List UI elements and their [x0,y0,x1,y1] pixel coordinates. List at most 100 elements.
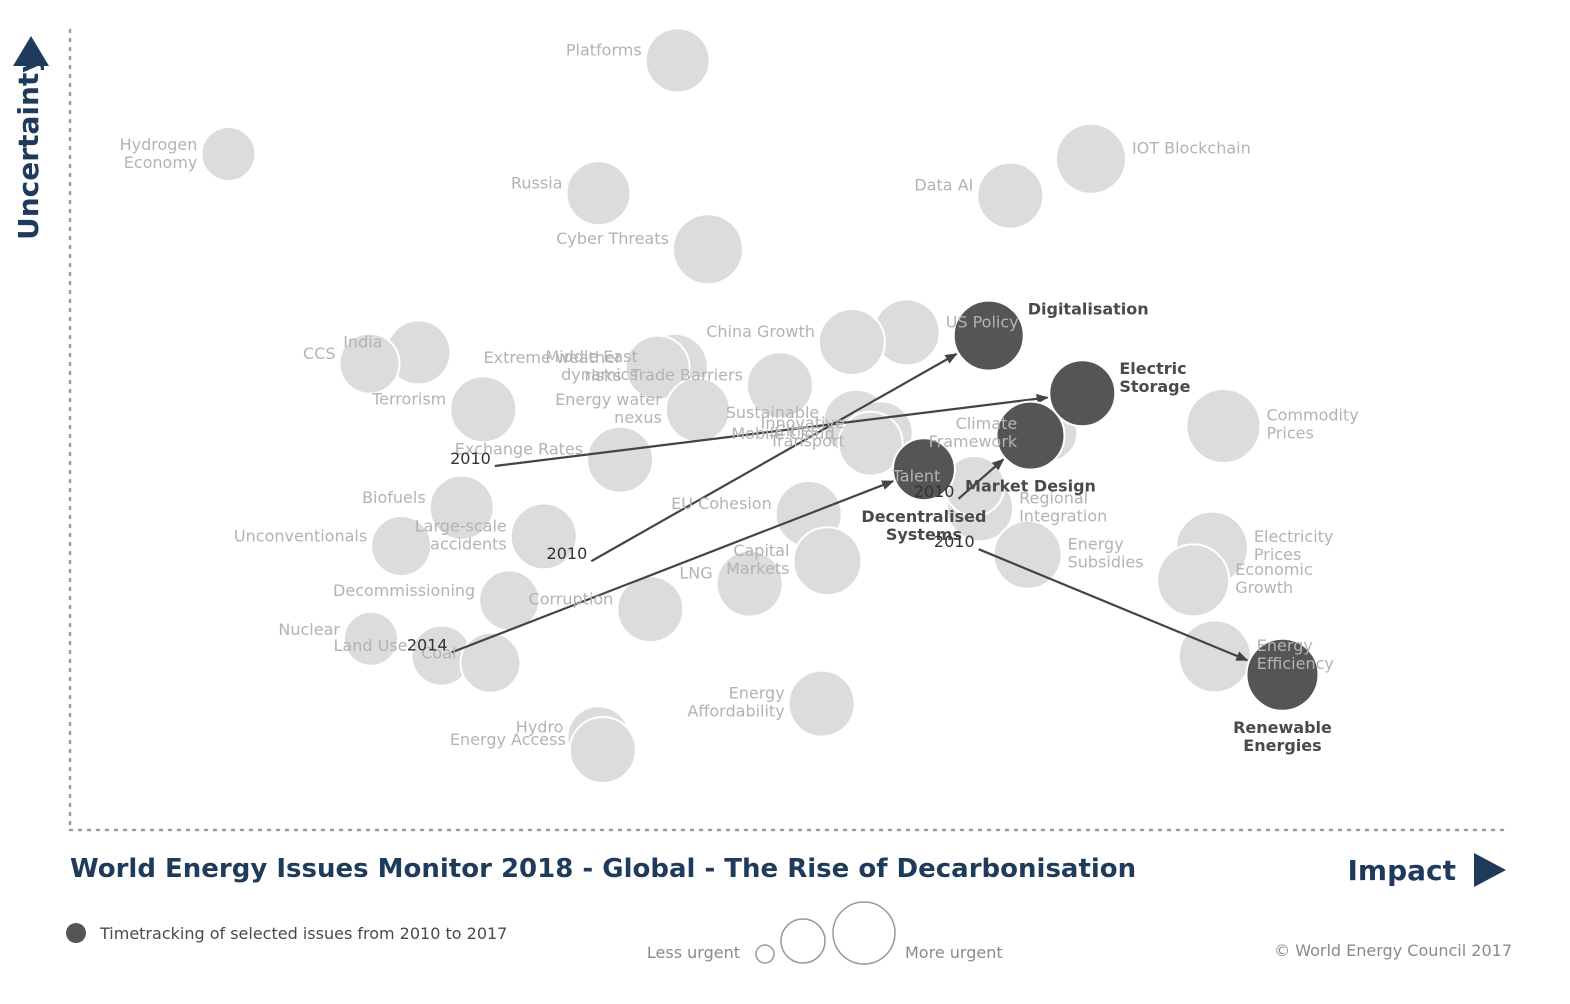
bubble-digitalisation [952,299,1025,372]
bubble-electric-storage [1048,359,1117,428]
label-talent: Talent [892,467,941,486]
more-urgent-label: More urgent [905,943,1003,962]
label-land-use: Land Use [334,636,408,655]
size-legend-small [755,944,775,964]
bubble-russia [565,160,632,227]
x-axis-title: Impact [1347,854,1456,887]
bubble-data-ai [976,161,1045,230]
bubble-large-scale-accidents [509,502,578,571]
label-renewable-energies: Renewable Energies [1233,718,1332,755]
y-axis-arrow-icon [13,36,49,66]
bubble-corruption [616,575,685,644]
label-energy-efficiency: Energy Efficiency [1257,636,1334,673]
label-biofuels: Biofuels [362,488,426,507]
label-eu-cohesion: EU Cohesion [671,494,772,513]
label-data-ai: Data AI [914,176,973,195]
label-energy-access: Energy Access [450,730,566,749]
bubble-capital-markets [792,526,863,597]
label-corruption: Corruption [529,589,614,608]
arrow-digitalisation [590,352,958,563]
label-ccs: CCS [303,344,336,363]
label-innovative-transport: Innovative Transport [761,413,845,450]
timetracking-legend-label: Timetracking of selected issues from 201… [99,924,507,943]
label-hydrogen-economy: Hydrogen Economy [120,135,198,172]
label-decentralised-systems: Decentralised Systems [861,507,986,544]
bubble-renewable-energies [1245,637,1320,712]
label-mobile-cloud: Mobile Cloud [731,424,834,443]
label-nuclear: Nuclear [278,620,340,639]
bubble-iot-blockchain [1054,122,1127,195]
label-extreme-weather-risks: Extreme weather risks [484,348,622,385]
label-economic-growth: Economic Growth [1235,560,1312,597]
label-india: India [343,333,382,352]
label-us-policy: US Policy [946,312,1019,331]
bubble-extreme-weather-risks [624,334,691,401]
size-legend-medium [780,918,826,964]
label-energy-subsidies: Energy Subsidies [1068,535,1144,572]
bubble-exchange-rates [586,425,655,494]
bubble-china-growth [817,308,886,376]
arrow-electric-storage [494,393,1049,468]
label-terrorism: Terrorism [371,389,446,408]
label-digitalisation: Digitalisation [1028,300,1149,319]
label-middle-east-dynamics: Middle East dynamics [545,347,637,384]
arrow-market-design [957,458,1005,500]
label-large-scale-accidents: Large-scale accidents [415,516,507,553]
bubble-decentralised-systems [891,437,956,502]
bubble-ccs [338,332,401,395]
label-electric-storage: Electric Storage [1119,359,1190,396]
y-axis-title: Uncertainty [12,54,45,240]
label-energy-affordability: Energy Affordability [687,684,784,721]
highlighted-bubbles [891,299,1320,712]
bubble-nuclear [342,610,399,667]
bubble-market-design [995,400,1066,471]
label-coal: Coal [421,643,456,662]
timetracking-legend-dot [66,923,86,943]
label-climate-framework: Climate Framework [929,414,1018,451]
bubble-biofuels [428,474,495,541]
bubble-energy-access [568,716,637,784]
copyright: © World Energy Council 2017 [1274,941,1512,960]
start-year-decentralised-systems: 2014 [407,635,448,654]
start-year-market-design: 2010 [914,482,955,501]
bubble-unconventionals [370,515,433,577]
start-year-renewable-energies: 2010 [934,532,975,551]
bubble-energy-water-nexus [664,377,731,443]
label-electricity-prices: Electricity Prices [1254,527,1333,564]
size-legend-large [832,901,896,965]
bubble-commodity-prices [1185,388,1262,464]
bubble-energy-affordability [787,669,856,738]
label-commodity-prices: Commodity Prices [1266,405,1358,442]
x-axis-arrow-icon [1474,853,1506,887]
bubble-coal [459,631,522,694]
arrow-renewable-energies [978,548,1249,662]
label-exchange-rates: Exchange Rates [455,440,583,459]
chart-title: World Energy Issues Monitor 2018 - Globa… [70,854,1136,884]
timetrack-arrows [451,352,1249,662]
label-decommissioning: Decommissioning [333,581,475,600]
label-cyber-threats: Cyber Threats [556,229,669,248]
label-hydro: Hydro [516,718,564,737]
label-energy-water-nexus: Energy water nexus [555,390,662,427]
label-china-growth: China Growth [706,322,815,341]
start-year-digitalisation: 2010 [547,544,588,563]
start-year-electric-storage: 2010 [450,449,491,468]
label-lng: LNG [679,564,712,583]
label-capital-markets: Capital Markets [726,541,789,578]
label-trade-barriers: Trade Barriers [630,365,743,384]
label-iot-blockchain: IOT Blockchain [1132,139,1251,158]
label-russia: Russia [511,173,562,192]
arrow-decentralised-systems [451,480,895,654]
bubble-terrorism [449,375,518,444]
label-market-design: Market Design [965,477,1096,496]
bubble-lng [715,549,784,618]
label-regional-integration: Regional Integration [1019,488,1107,525]
bubble-mobile-cloud [837,410,904,477]
bubble-economic-growth [1156,543,1231,618]
bubble-hydrogen-economy [200,126,257,182]
issue-labels: Platforms Hydrogen Economy Russia Cyber Thre… [120,41,1359,755]
bubble-trade-barriers [745,351,814,420]
bubble-cyber-threats [671,213,744,286]
label-platforms: Platforms [566,41,642,60]
